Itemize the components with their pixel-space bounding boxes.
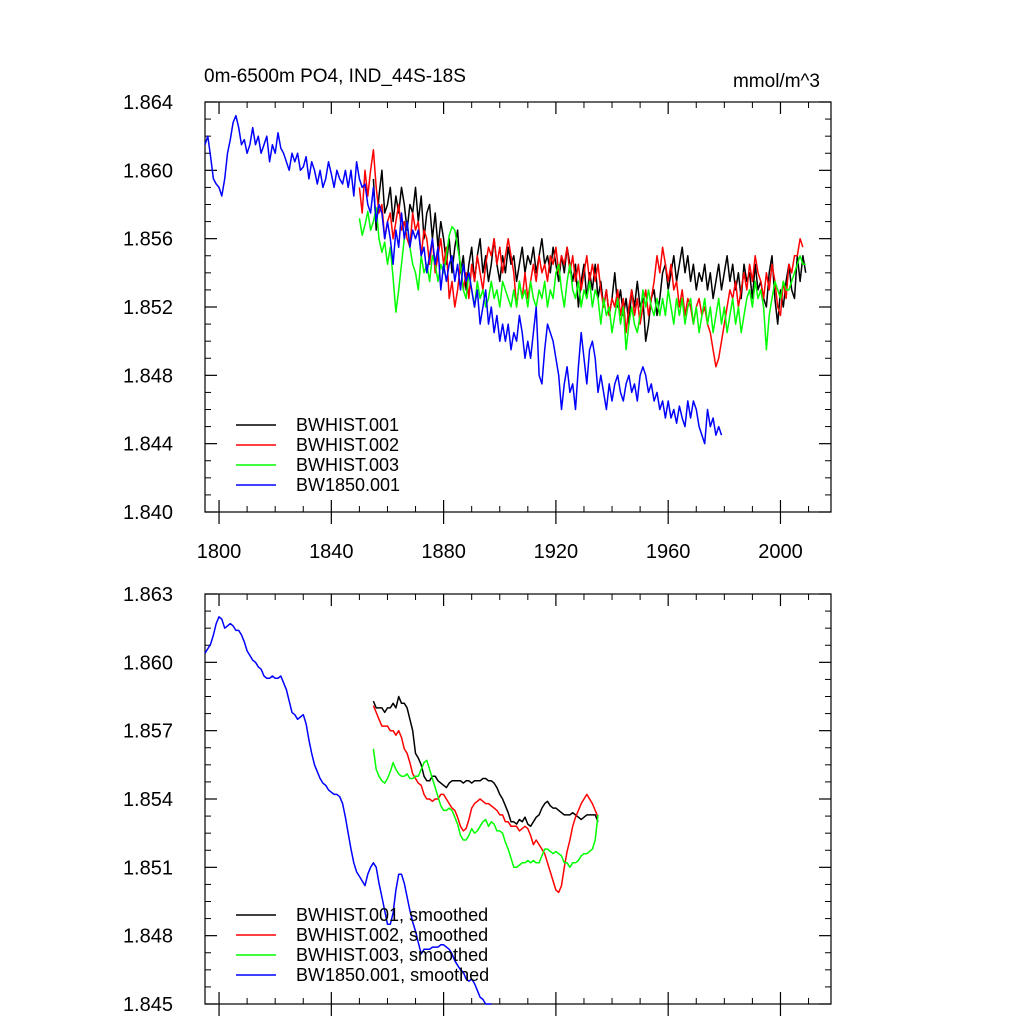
y-tick-label: 1.845 (123, 994, 173, 1016)
top-chart: 0m-6500m PO4, IND_44S-18S mmol/m^3 1.840… (123, 66, 832, 563)
x-tick-label: 1840 (309, 541, 354, 563)
y-tick-label: 1.864 (123, 92, 173, 114)
legend-label: BWHIST.003 (296, 455, 399, 475)
legend-label: BW1850.001 (296, 475, 400, 495)
x-tick-label: 1920 (534, 541, 579, 563)
y-tick-label: 1.863 (123, 584, 173, 606)
legend-label: BWHIST.002, smoothed (296, 925, 488, 945)
series-line-bwhist-003-smoothed (372, 748, 599, 869)
y-tick-label: 1.848 (123, 365, 173, 387)
y-tick-label: 1.857 (123, 721, 173, 743)
legend-label: BWHIST.001, smoothed (296, 905, 488, 925)
y-tick-label: 1.840 (123, 502, 173, 524)
legend-label: BWHIST.002 (296, 435, 399, 455)
series-line-bwhist-002-smoothed (372, 705, 599, 894)
y-tick-label: 1.844 (123, 434, 173, 456)
y-tick-label: 1.856 (123, 229, 173, 251)
legend-label: BWHIST.001 (296, 415, 399, 435)
series-line-bw1850-001-smoothed (204, 616, 492, 1005)
y-tick-label: 1.852 (123, 297, 173, 319)
y-tick-label: 1.860 (123, 652, 173, 674)
x-tick-label: 1960 (646, 541, 691, 563)
top-chart-y-tick-labels: 1.840 1.844 1.848 1.852 1.856 1.860 1.864 (123, 92, 173, 524)
bottom-chart: 1.845 1.848 1.851 1.854 1.857 1.860 1.863 BWHI… (123, 584, 832, 1016)
bottom-chart-ticks (205, 593, 831, 1016)
series-line-bwhist-003 (358, 207, 806, 351)
bottom-chart-y-tick-labels: 1.845 1.848 1.851 1.854 1.857 1.860 1.863 (123, 584, 173, 1016)
top-chart-x-tick-labels: 1800 1840 1880 1920 1960 2000 (197, 541, 803, 563)
legend-label: BWHIST.003, smoothed (296, 945, 488, 965)
top-chart-ticks (205, 101, 831, 524)
series-line-bwhist-001-smoothed (372, 695, 599, 828)
x-tick-label: 1880 (421, 541, 466, 563)
top-chart-series (204, 114, 807, 445)
legend-label: BW1850.001, smoothed (296, 965, 489, 985)
y-tick-label: 1.860 (123, 160, 173, 182)
x-tick-label: 2000 (758, 541, 803, 563)
y-tick-label: 1.848 (123, 926, 173, 948)
top-chart-units: mmol/m^3 (733, 71, 820, 92)
series-line-bw1850-001 (204, 114, 723, 445)
y-tick-label: 1.854 (123, 789, 173, 811)
top-chart-title: 0m-6500m PO4, IND_44S-18S (204, 66, 466, 87)
y-tick-label: 1.851 (123, 857, 173, 879)
bottom-chart-series (204, 616, 599, 1005)
x-tick-label: 1800 (197, 541, 242, 563)
